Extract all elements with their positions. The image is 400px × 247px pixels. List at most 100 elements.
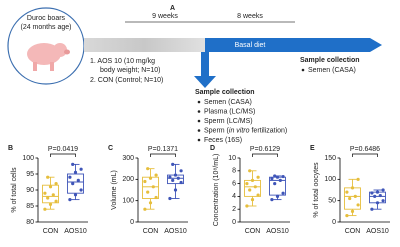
x-tick-label: CON — [143, 228, 159, 235]
data-point — [179, 169, 183, 173]
data-point — [356, 203, 360, 207]
panel-label: B — [8, 145, 13, 152]
panel-label: C — [108, 145, 113, 152]
box — [67, 173, 84, 194]
item-part: in vitro — [229, 127, 250, 134]
p-value: P=0.1371 — [148, 146, 178, 153]
panel-label: E — [310, 145, 315, 152]
x-tick-label: CON — [43, 228, 59, 235]
data-point — [71, 162, 75, 166]
bullet — [301, 68, 305, 72]
bullet — [197, 119, 201, 123]
diet-label: Basal diet — [235, 42, 266, 49]
data-point — [73, 193, 78, 197]
data-point — [275, 194, 280, 198]
y-tick-label: 95 — [26, 171, 34, 178]
item-part: Plasma (LC/MS) — [204, 108, 255, 115]
data-point — [146, 190, 150, 194]
data-point — [43, 191, 47, 195]
data-point — [148, 176, 153, 180]
data-point — [79, 188, 83, 192]
item-part: Sperm ( — [204, 127, 230, 134]
data-point — [281, 174, 285, 179]
x-tick-label: AOS10 — [164, 228, 187, 235]
x-tick-label: AOS10 — [64, 228, 87, 235]
y-tick-label: 150 — [324, 155, 336, 162]
y-tick-label: 300 — [122, 155, 134, 162]
data-point — [270, 198, 274, 202]
y-tick-label: 100 — [122, 198, 134, 205]
item-part: fertilization) — [250, 127, 288, 134]
y-tick-label: 100 — [324, 176, 336, 183]
x-tick-label: AOS10 — [266, 228, 289, 235]
pig-icon — [27, 43, 70, 71]
data-point — [370, 207, 374, 211]
data-point — [46, 196, 50, 200]
p-bracket — [352, 153, 378, 157]
data-point — [350, 186, 355, 190]
data-point — [245, 204, 249, 208]
group-1-cont: body weight; N=10) — [100, 67, 161, 74]
data-point — [378, 193, 382, 198]
data-point — [154, 195, 158, 200]
data-point — [375, 201, 380, 205]
data-point — [143, 179, 147, 184]
panel-label: A — [170, 5, 175, 12]
y-axis-label: % of total oocytes — [313, 162, 320, 218]
data-point — [273, 174, 277, 178]
y-axis-label: Volume (mL) — [111, 170, 118, 210]
data-point — [373, 194, 377, 198]
data-point — [345, 190, 349, 194]
data-point — [148, 201, 153, 205]
data-point — [54, 182, 58, 186]
y-tick-label: 85 — [26, 203, 34, 210]
data-point — [173, 188, 178, 192]
data-point — [375, 190, 380, 194]
bullet — [197, 100, 201, 104]
data-point — [250, 198, 255, 202]
subject-age: (24 months age) — [21, 24, 72, 31]
y-tick-label: 200 — [122, 176, 134, 183]
data-point — [154, 173, 158, 177]
data-point — [350, 209, 355, 213]
bullet — [197, 110, 201, 113]
y-tick-label: 0 — [232, 219, 236, 226]
phase1-bar — [84, 38, 205, 52]
panel-a: A Duroc boars (24 months age) 9 weeks 8 … — [7, 5, 382, 144]
p-value: P=0.6486 — [350, 146, 380, 153]
data-point — [250, 178, 255, 182]
data-point — [143, 207, 147, 211]
y-tick-label: 100 — [22, 155, 34, 162]
y-tick-label: 90 — [26, 187, 34, 194]
data-point — [173, 173, 178, 177]
data-point — [348, 196, 352, 201]
data-point — [356, 177, 360, 181]
data-point — [256, 193, 260, 197]
y-tick-label: 0 — [332, 219, 336, 226]
data-point — [168, 196, 172, 201]
x-tick-label: CON — [345, 228, 361, 235]
data-point — [248, 188, 252, 192]
collection-title: Sample collection — [300, 57, 360, 64]
x-tick-label: AOS10 — [366, 228, 389, 235]
data-point — [248, 169, 252, 173]
collection-list: Semen (CASA) Plasma (LC/MS) Sperm (LC/MS) S… — [197, 99, 287, 144]
y-tick-label: 2 — [232, 206, 236, 213]
collection-item: Semen (CASA) — [204, 99, 252, 106]
data-point — [76, 178, 80, 182]
data-point — [79, 167, 83, 171]
data-point — [345, 214, 349, 218]
p-bracket — [50, 153, 76, 157]
phase1-label: 9 weeks — [152, 13, 178, 20]
data-point — [253, 185, 257, 189]
data-point — [171, 178, 175, 182]
data-point — [273, 182, 277, 186]
collection-item: Sperm (in vitro fertilization) — [204, 127, 287, 134]
phase2-bar — [205, 38, 382, 52]
group-2: 2. CON (Control; N=10) — [90, 77, 163, 84]
y-tick-label: 50 — [328, 198, 336, 205]
data-point — [256, 175, 260, 179]
data-point — [353, 194, 357, 198]
data-point — [71, 182, 75, 186]
